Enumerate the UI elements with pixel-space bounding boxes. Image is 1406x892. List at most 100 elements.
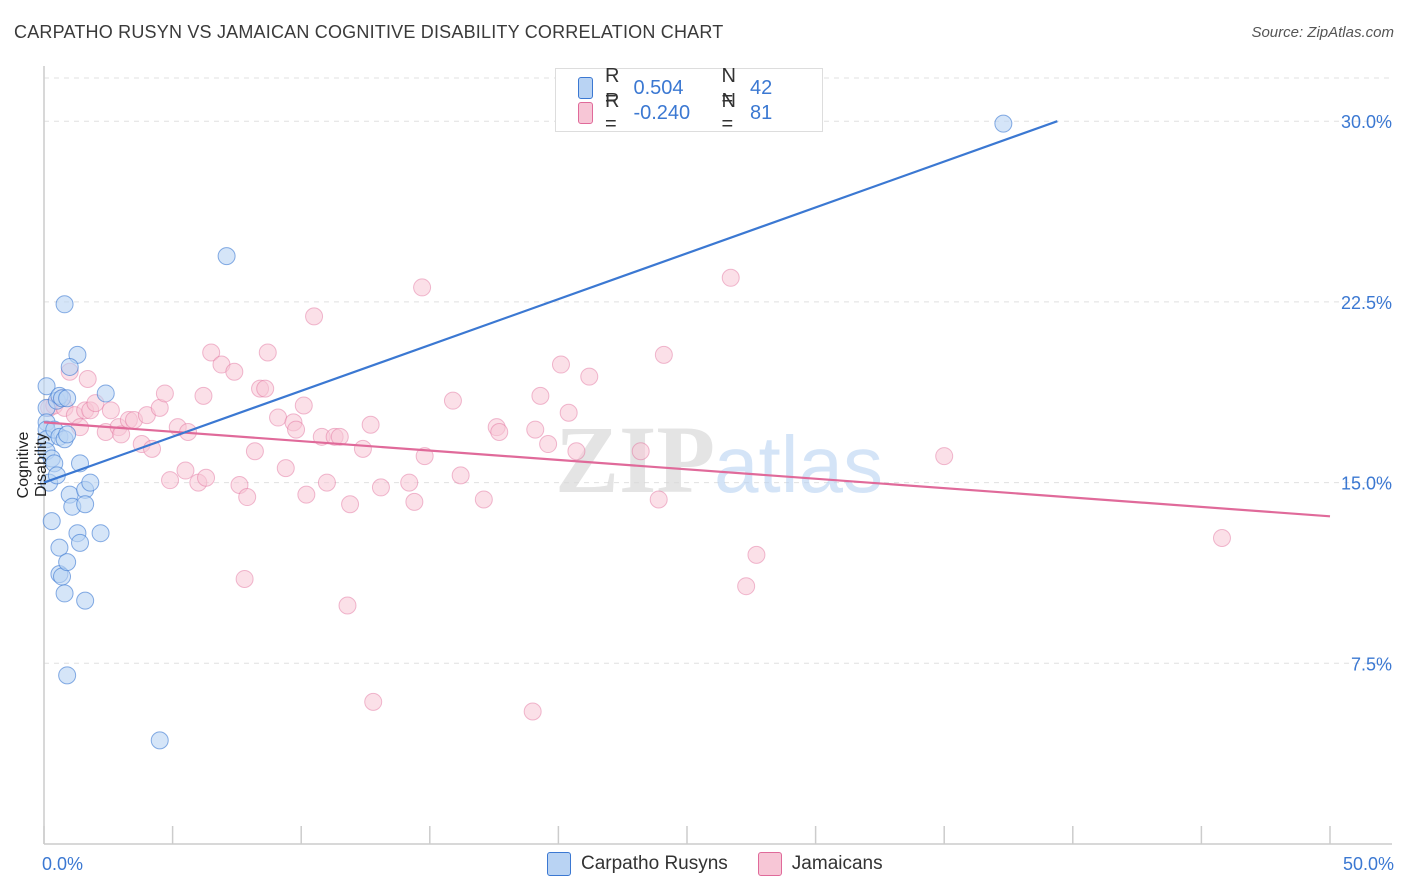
jamaican-point[interactable] — [294, 396, 313, 415]
watermark-zip: ZIP — [555, 406, 715, 513]
jamaican-point[interactable] — [364, 692, 383, 711]
carpatho-rusyn-point[interactable] — [76, 495, 95, 514]
y-axis-label: Cognitive Disability — [15, 431, 50, 499]
jamaican-point[interactable] — [361, 415, 380, 434]
jamaican-point[interactable] — [305, 307, 324, 326]
y-tick-label: 30.0% — [1341, 112, 1392, 132]
jamaican-point[interactable] — [287, 420, 306, 439]
jamaican-point[interactable] — [202, 343, 221, 362]
carpatho-rusyn-point[interactable] — [81, 473, 100, 492]
jamaican-point[interactable] — [490, 422, 509, 441]
carpatho-rusyn-point[interactable] — [994, 114, 1013, 133]
jamaican-point[interactable] — [580, 367, 599, 386]
jamaican-point[interactable] — [338, 596, 357, 615]
jamaican-point[interactable] — [531, 386, 550, 405]
jamaican-point[interactable] — [1212, 529, 1231, 548]
legend-n-value: 81 — [749, 101, 773, 124]
jamaican-point[interactable] — [631, 442, 650, 461]
watermark-atlas: atlas — [714, 420, 883, 509]
legend-swatch-blue — [547, 852, 571, 876]
carpatho-rusyns-points — [37, 114, 1013, 750]
jamaican-point[interactable] — [737, 577, 756, 596]
jamaican-point[interactable] — [235, 569, 254, 588]
series-legend: Carpatho Rusyns Jamaicans — [547, 852, 913, 876]
legend-r-label: R = — [604, 65, 620, 110]
jamaican-point[interactable] — [161, 471, 180, 490]
legend-swatch-pink — [757, 852, 782, 876]
jamaican-point[interactable] — [194, 386, 213, 405]
jamaican-point[interactable] — [297, 485, 316, 504]
legend-r-value: -0.240 — [633, 101, 691, 124]
carpatho-rusyn-point[interactable] — [217, 247, 236, 266]
x-tick-label-min: 0.0% — [42, 854, 83, 874]
carpatho-rusyn-point[interactable] — [42, 512, 61, 531]
legend-item-carpatho-rusyns[interactable]: Carpatho Rusyns — [547, 852, 728, 876]
jamaican-point[interactable] — [258, 343, 277, 362]
jamaican-point[interactable] — [649, 490, 668, 509]
y-tick-label: 7.5% — [1351, 654, 1392, 674]
jamaican-point[interactable] — [269, 408, 288, 427]
carpatho-rusyns-trend-line — [43, 120, 1058, 484]
jamaican-point[interactable] — [276, 459, 295, 478]
jamaican-point[interactable] — [474, 490, 493, 509]
carpatho-rusyn-point[interactable] — [96, 384, 115, 403]
jamaican-point[interactable] — [567, 442, 586, 461]
carpatho-rusyn-point[interactable] — [150, 731, 169, 750]
jamaican-point[interactable] — [559, 403, 578, 422]
jamaican-point[interactable] — [443, 391, 462, 410]
jamaican-point[interactable] — [353, 439, 372, 458]
jamaican-point[interactable] — [176, 461, 195, 480]
jamaican-point[interactable] — [371, 478, 390, 497]
carpatho-rusyn-point[interactable] — [58, 666, 77, 685]
jamaican-point[interactable] — [654, 345, 673, 364]
jamaican-point[interactable] — [101, 401, 120, 420]
jamaican-point[interactable] — [225, 362, 244, 381]
jamaican-point[interactable] — [256, 379, 275, 398]
jamaican-point[interactable] — [415, 447, 434, 466]
legend-label-jamaicans: Jamaicans — [791, 853, 883, 874]
trend-lines — [43, 120, 1331, 518]
carpatho-rusyn-point[interactable] — [55, 584, 74, 603]
jamaican-point[interactable] — [935, 447, 954, 466]
jamaican-point[interactable] — [451, 466, 470, 485]
jamaican-point[interactable] — [245, 442, 264, 461]
carpatho-rusyn-point[interactable] — [37, 377, 56, 396]
carpatho-rusyn-point[interactable] — [50, 538, 69, 557]
jamaican-point[interactable] — [523, 702, 542, 721]
legend-swatch-blue — [578, 77, 593, 99]
y-tick-label: 22.5% — [1341, 293, 1392, 313]
jamaican-point[interactable] — [400, 473, 419, 492]
carpatho-rusyn-point[interactable] — [58, 389, 77, 408]
jamaican-point[interactable] — [112, 425, 131, 444]
legend-item-jamaicans[interactable]: Jamaicans — [757, 852, 883, 876]
jamaican-point[interactable] — [721, 268, 740, 287]
jamaican-point[interactable] — [197, 468, 216, 487]
legend-r-value: 0.504 — [633, 76, 684, 99]
jamaican-point[interactable] — [551, 355, 570, 374]
jamaican-point[interactable] — [526, 420, 545, 439]
carpatho-rusyn-point[interactable] — [58, 553, 77, 572]
carpatho-rusyn-point[interactable] — [60, 357, 79, 376]
jamaican-point[interactable] — [405, 492, 424, 511]
jamaican-point[interactable] — [78, 369, 97, 388]
legend-n-value: 42 — [749, 76, 773, 99]
jamaican-point[interactable] — [413, 278, 432, 297]
legend-n-label: N = — [721, 90, 736, 135]
jamaican-point[interactable] — [747, 545, 766, 564]
carpatho-rusyn-point[interactable] — [91, 524, 110, 543]
jamaican-point[interactable] — [238, 488, 257, 507]
carpatho-rusyn-point[interactable] — [55, 295, 74, 314]
jamaican-point[interactable] — [341, 495, 360, 514]
jamaicans-points — [40, 268, 1231, 721]
carpatho-rusyn-point[interactable] — [76, 591, 95, 610]
legend-r-label: R = — [604, 90, 620, 135]
jamaican-point[interactable] — [317, 473, 336, 492]
jamaican-point[interactable] — [539, 435, 558, 454]
carpatho-rusyn-point[interactable] — [71, 533, 90, 552]
jamaican-point[interactable] — [330, 427, 349, 446]
x-tick-label-max: 50.0% — [1343, 854, 1394, 874]
carpatho-rusyn-point[interactable] — [58, 425, 77, 444]
jamaican-point[interactable] — [155, 384, 174, 403]
legend-swatch-pink — [578, 102, 593, 124]
